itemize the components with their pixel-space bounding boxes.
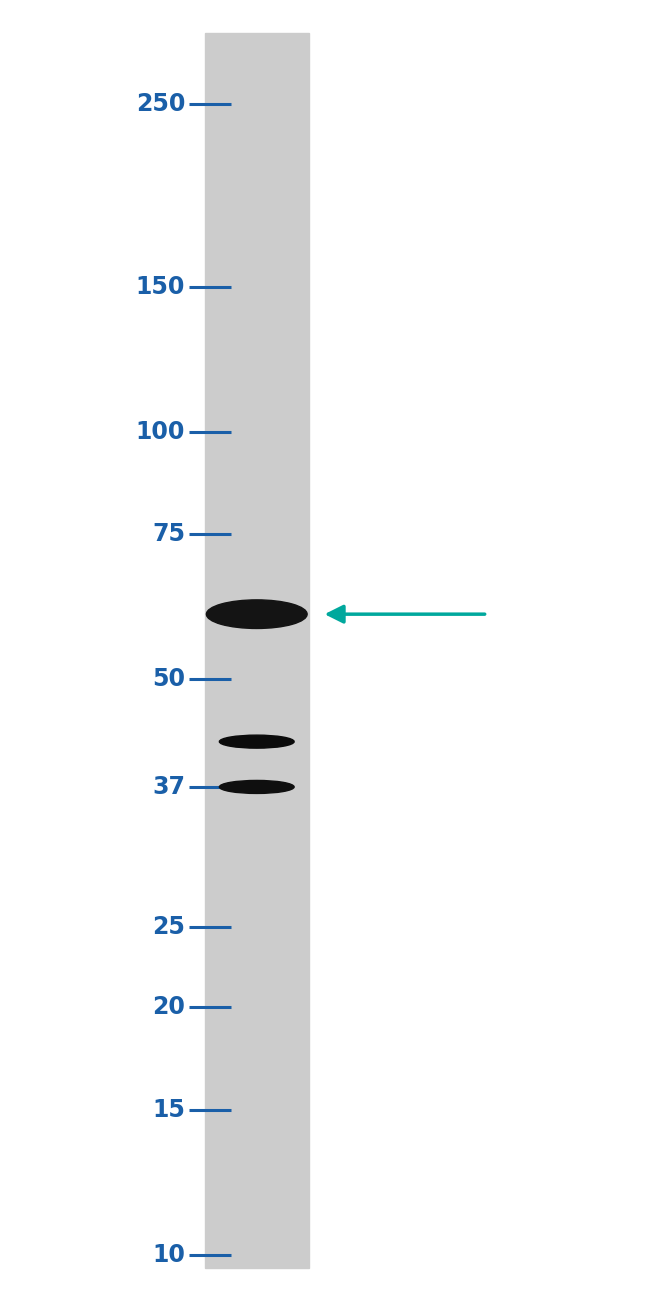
Ellipse shape (225, 786, 289, 792)
Bar (205, 32, 309, 1268)
Ellipse shape (207, 599, 307, 628)
Text: 20: 20 (152, 994, 185, 1019)
Text: 75: 75 (152, 523, 185, 546)
Text: 37: 37 (152, 775, 185, 800)
Text: 10: 10 (152, 1243, 185, 1266)
Text: 100: 100 (136, 420, 185, 443)
Ellipse shape (220, 780, 294, 793)
Ellipse shape (214, 614, 300, 624)
Text: 50: 50 (152, 667, 185, 692)
Ellipse shape (225, 741, 289, 746)
Text: 15: 15 (152, 1097, 185, 1122)
Ellipse shape (220, 734, 294, 747)
Text: 25: 25 (152, 915, 185, 939)
Text: 150: 150 (136, 274, 185, 299)
Text: 250: 250 (136, 92, 185, 116)
